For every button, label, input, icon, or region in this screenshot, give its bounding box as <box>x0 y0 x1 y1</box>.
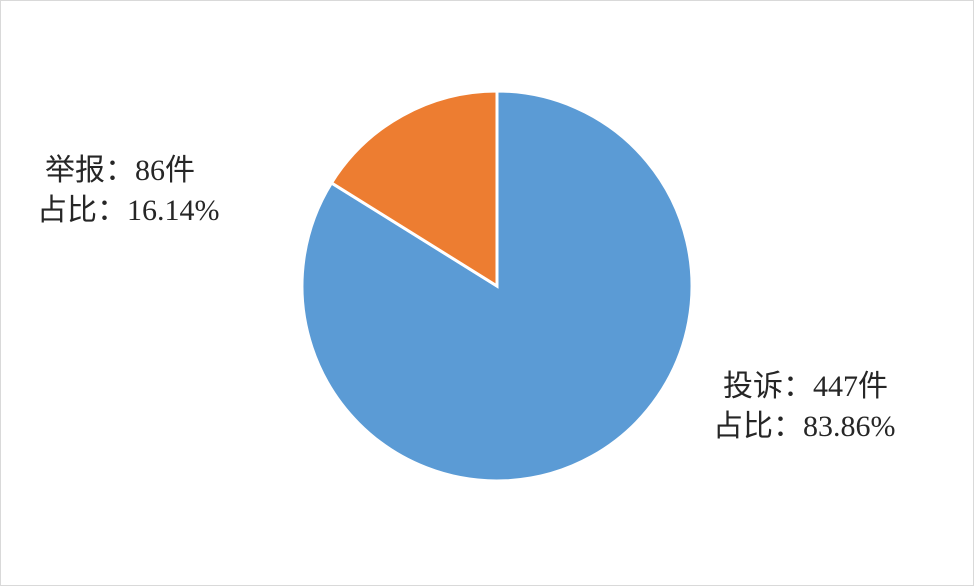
label-complaint: 投诉：447件 占比：83.86% <box>713 367 945 447</box>
label-report-count: 举报：86件 <box>45 154 195 187</box>
pie-slice-report <box>329 89 499 289</box>
label-complaint-percent: 占比：83.86% <box>713 410 896 443</box>
label-report-percent: 占比：16.14% <box>37 194 220 227</box>
label-complaint-count: 投诉：447件 <box>723 370 888 403</box>
label-report: 举报：86件 占比：16.14% <box>37 151 277 231</box>
